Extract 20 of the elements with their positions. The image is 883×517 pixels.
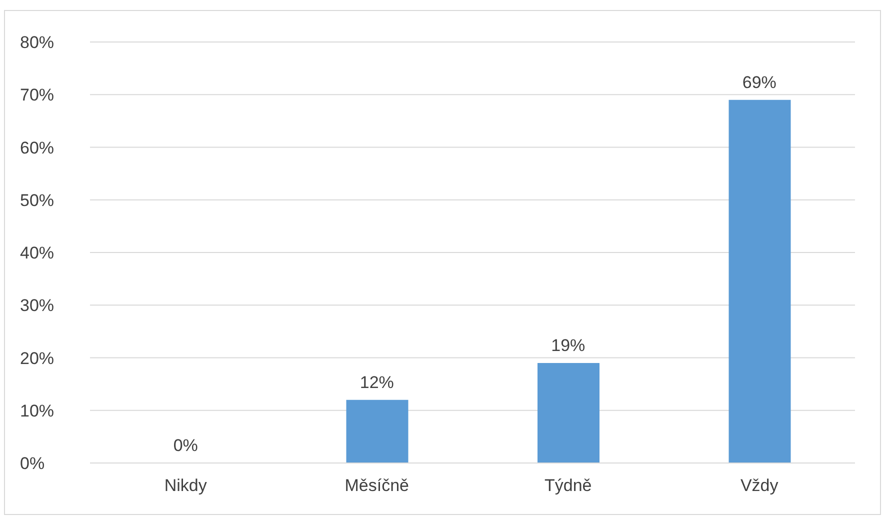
x-tick-label: Týdně bbox=[544, 476, 592, 496]
data-label: 69% bbox=[742, 72, 776, 92]
data-label: 19% bbox=[551, 336, 586, 356]
data-label: 0% bbox=[173, 436, 198, 455]
bar bbox=[538, 363, 600, 463]
y-tick-label: 50% bbox=[20, 190, 54, 210]
y-tick-label: 60% bbox=[20, 138, 54, 158]
y-tick-label: 20% bbox=[20, 348, 54, 368]
x-tick-label: Nikdy bbox=[164, 476, 208, 496]
x-tick-label: Vždy bbox=[740, 476, 779, 496]
y-tick-label: 10% bbox=[20, 401, 54, 420]
y-tick-label: 40% bbox=[20, 244, 54, 263]
y-tick-label: 70% bbox=[20, 86, 54, 105]
y-tick-label: 80% bbox=[20, 33, 54, 52]
bar bbox=[346, 400, 408, 463]
bar bbox=[728, 100, 791, 463]
x-tick-label: Měsíčně bbox=[344, 476, 409, 496]
y-tick-label: 0% bbox=[20, 454, 45, 474]
data-label: 12% bbox=[360, 372, 394, 392]
y-tick-label: 30% bbox=[20, 296, 54, 316]
